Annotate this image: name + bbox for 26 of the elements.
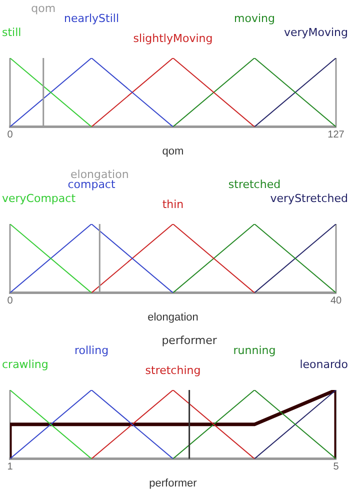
- text: veryStretched: [270, 192, 348, 205]
- text: nearlyStill: [64, 12, 120, 25]
- text: running: [233, 344, 276, 357]
- series-label: slightlyMoving: [133, 32, 213, 45]
- series-label: crawling: [2, 358, 48, 371]
- ref-line-label: elongation: [70, 168, 129, 181]
- series-label: veryCompact: [2, 192, 76, 205]
- text: stretched: [228, 178, 281, 191]
- text: rolling: [74, 344, 109, 357]
- ref-line-label: qom: [31, 2, 56, 15]
- series-label: stretching: [145, 364, 201, 377]
- x-tick-label: 0: [7, 296, 14, 307]
- x-tick-label: 1: [7, 462, 14, 473]
- x-tick-label: 40: [330, 296, 342, 307]
- text: veryMoving: [284, 26, 348, 39]
- series-label: thin: [162, 198, 184, 211]
- ref-line-label: performer: [162, 334, 218, 347]
- x-tick-label: 0: [7, 130, 14, 141]
- x-axis-title: elongation: [148, 311, 198, 324]
- x-tick-label: 5: [333, 462, 340, 473]
- text: moving: [234, 12, 275, 25]
- x-axis-title: qom: [162, 145, 184, 158]
- x-tick-label: 127: [328, 130, 345, 141]
- x-axis-title: performer: [149, 477, 198, 490]
- series-label: still: [2, 26, 22, 39]
- text: leonardo: [300, 358, 348, 371]
